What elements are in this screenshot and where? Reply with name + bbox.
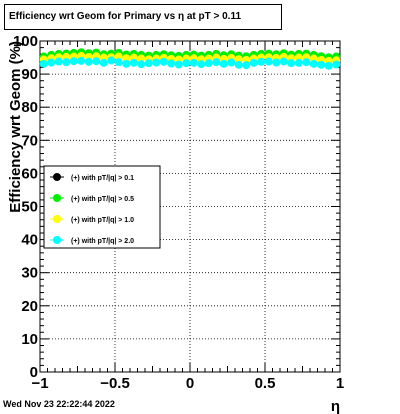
data-point (317, 60, 326, 69)
x-tick-label: 0 (186, 375, 194, 392)
data-point (204, 59, 213, 68)
x-tick-label: −1 (31, 375, 48, 392)
data-point (264, 57, 273, 66)
data-point (47, 58, 56, 67)
legend-marker (53, 215, 61, 223)
y-tick-label: 100 (13, 33, 38, 50)
y-tick-label: 70 (21, 132, 38, 149)
legend-marker (53, 194, 61, 202)
data-point (332, 60, 341, 69)
data-point (137, 60, 146, 69)
legend-label: (+) with pT/|q| > 1.0 (71, 217, 134, 224)
data-point (302, 58, 311, 67)
x-axis-title: η (331, 398, 340, 414)
legend-marker (53, 236, 61, 244)
data-point (197, 60, 206, 69)
y-tick-label: 20 (21, 298, 38, 315)
data-point (39, 59, 48, 68)
data-point (234, 60, 243, 69)
legend-label: (+) with pT/|q| > 0.1 (71, 175, 134, 182)
data-point (54, 57, 63, 66)
data-point (324, 61, 333, 70)
legend-label: (+) with pT/|q| > 0.5 (71, 196, 134, 203)
data-point (92, 57, 101, 66)
label-layer: 0 10 20 30 40 50 60 70 80 90 100 −1 −0.5 0 0.5 1 (13, 33, 344, 392)
data-point (129, 58, 138, 67)
data-point (152, 58, 161, 67)
data-point (99, 58, 108, 67)
data-point (69, 57, 78, 66)
legend: (+) with pT/|q| > 0.1 (+) with pT/|q| > 0… (43, 165, 161, 249)
data-point (279, 57, 288, 66)
data-point (84, 57, 93, 66)
data-point (294, 58, 303, 67)
chart-title: Efficiency wrt Geom for Primary vs η at … (4, 4, 282, 30)
data-point (122, 59, 131, 68)
data-point (107, 56, 116, 65)
data-point (62, 58, 71, 67)
data-point (257, 57, 266, 66)
data-layer (39, 48, 341, 70)
data-point (272, 58, 281, 67)
y-tick-label: 30 (21, 265, 38, 282)
data-point (219, 59, 228, 68)
data-point (159, 57, 168, 66)
y-tick-label: 10 (21, 331, 38, 348)
y-tick-label: 0 (30, 364, 38, 381)
series-3 (39, 56, 341, 70)
data-point (144, 59, 153, 68)
data-point (114, 58, 123, 67)
data-point (227, 58, 236, 67)
y-tick-label: 80 (21, 99, 38, 116)
data-point (174, 60, 183, 69)
data-point (137, 54, 146, 63)
y-tick-label: 40 (21, 232, 38, 249)
data-point (122, 54, 131, 63)
x-tick-label: −0.5 (100, 375, 130, 392)
legend-label: (+) with pT/|q| > 2.0 (71, 238, 134, 245)
timestamp: Wed Nov 23 22:22:44 2022 (3, 399, 115, 409)
legend-marker (53, 173, 61, 181)
data-point (309, 59, 318, 68)
data-point (234, 55, 243, 64)
data-point (242, 61, 251, 70)
x-tick-label: 0.5 (255, 375, 276, 392)
legend-box (43, 165, 161, 249)
data-point (182, 59, 191, 68)
data-point (189, 58, 198, 67)
y-axis-title: Efficiency wrt Geom (%) (7, 41, 24, 213)
plot-frame (39, 40, 341, 373)
data-point (212, 58, 221, 67)
y-tick-label: 90 (21, 66, 38, 83)
x-tick-label: 1 (336, 375, 344, 392)
data-point (114, 52, 123, 61)
data-point (249, 58, 258, 67)
y-tick-label: 50 (21, 199, 38, 216)
data-point (287, 59, 296, 68)
data-point (167, 59, 176, 68)
y-tick-label: 60 (21, 165, 38, 182)
data-point (77, 56, 86, 65)
